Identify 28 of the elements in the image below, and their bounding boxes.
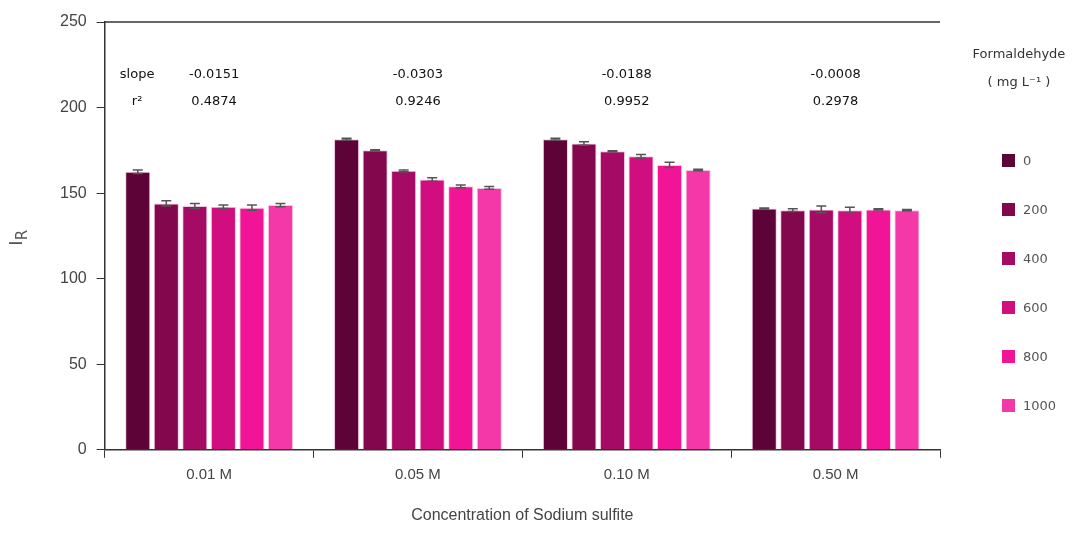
x-axis-title: Concentration of Sodium sulfite: [411, 505, 634, 523]
x-tick-label: 0.05 M: [395, 464, 441, 482]
annotation: 0.4874: [191, 93, 237, 109]
x-tick-label: 0.10 M: [603, 464, 650, 482]
legend-label: 200: [1023, 202, 1048, 217]
y-tick-label: 250: [59, 12, 87, 30]
x-tick-label: 0.01 M: [186, 464, 233, 482]
annotation: 0.9952: [604, 93, 650, 109]
y-tick-label: 150: [59, 183, 87, 201]
legend-title: Formaldehyde ( mg L⁻¹ ): [971, 45, 1067, 91]
legend-label: 0: [1023, 153, 1032, 168]
annotation: 0.9246: [395, 93, 441, 109]
y-tick-label: 200: [59, 97, 87, 115]
annotation: -0.0008: [810, 66, 861, 82]
x-tick-label: 0.50 M: [812, 464, 859, 482]
y-tick-label: 50: [68, 354, 87, 372]
annotation: -0.0151: [189, 66, 240, 82]
y-tick-label: 0: [77, 440, 87, 458]
legend-label: 400: [1023, 251, 1048, 266]
legend-label: 600: [1023, 300, 1048, 315]
legend-label: 1000: [1023, 398, 1057, 413]
annotation: slope: [119, 66, 155, 82]
annotation: 0.2978: [812, 93, 859, 109]
annotation: -0.0188: [601, 66, 652, 82]
annotation: -0.0303: [392, 66, 444, 82]
annotation: r²: [131, 93, 143, 109]
legend-label: 800: [1023, 349, 1048, 364]
y-tick-label: 100: [59, 269, 87, 287]
